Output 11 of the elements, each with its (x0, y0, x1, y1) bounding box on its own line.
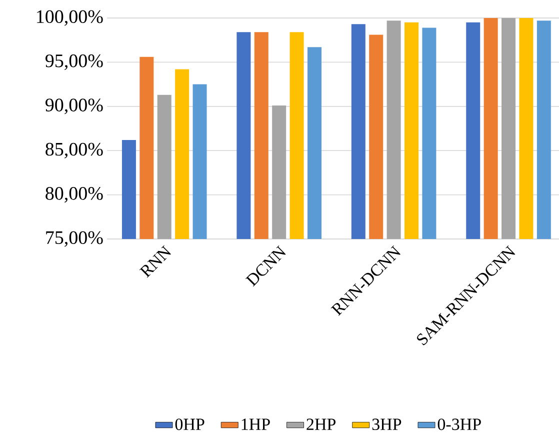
legend-label: 3HP (372, 418, 402, 430)
legend-label: 2HP (306, 418, 336, 430)
legend-label: 0-3HP (438, 418, 481, 430)
y-tick-label: 100,00% (37, 10, 103, 26)
y-tick-label: 95,00% (46, 54, 103, 70)
y-tick-label: 90,00% (46, 98, 103, 114)
legend-label: 1HP (242, 418, 270, 430)
y-tick-label: 85,00% (46, 142, 103, 158)
legend-label: 0HP (175, 418, 204, 430)
y-tick-label: 75,00% (46, 231, 103, 247)
y-tick-label: 80,00% (46, 187, 103, 203)
